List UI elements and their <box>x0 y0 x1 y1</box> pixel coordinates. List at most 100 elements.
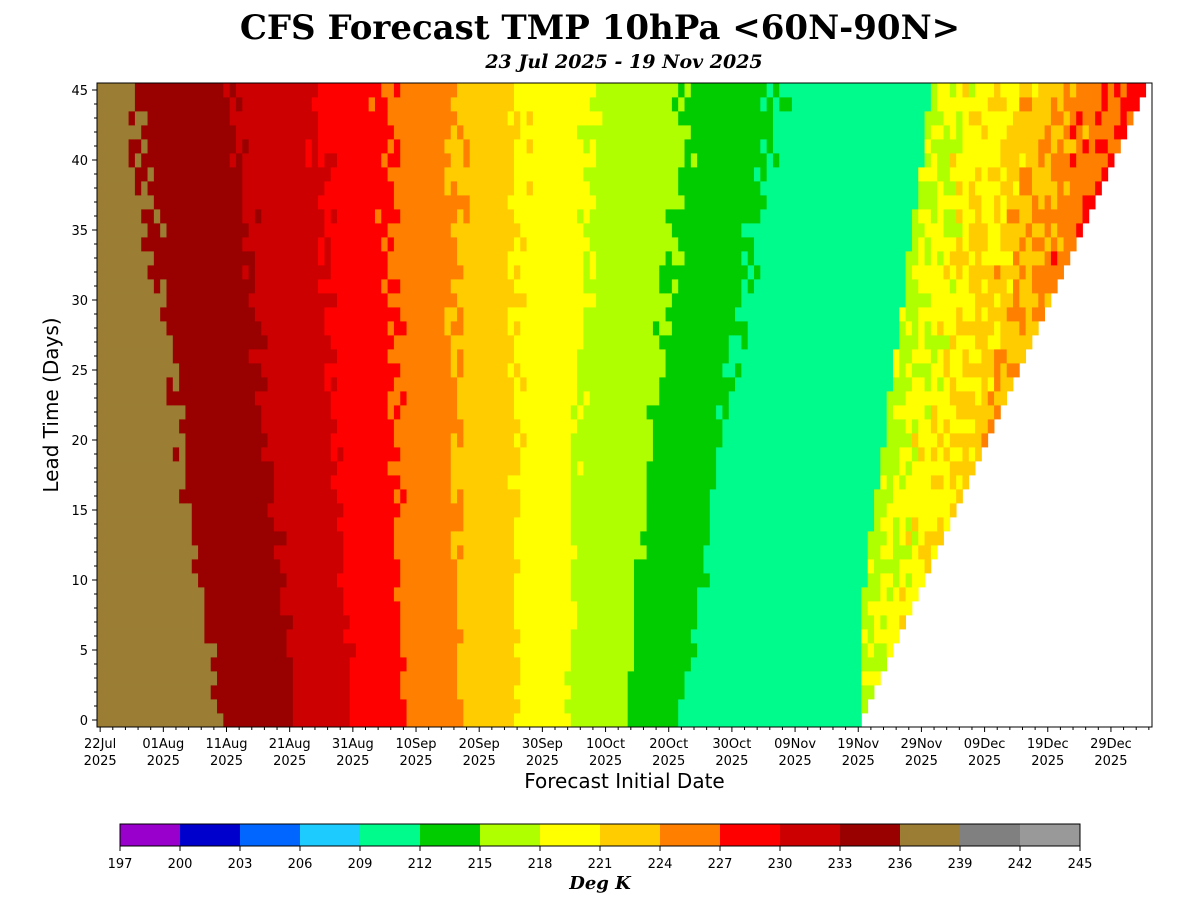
heatmap-cell <box>880 517 894 532</box>
heatmap-cell <box>975 335 989 350</box>
heatmap-cell <box>709 503 875 518</box>
heatmap-cell <box>1006 167 1020 182</box>
heatmap-cell <box>962 209 976 224</box>
heatmap-cell <box>1031 307 1046 322</box>
x-tick-label: 29Nov <box>900 737 942 752</box>
heatmap-cell <box>393 321 407 336</box>
heatmap-cell <box>318 153 325 168</box>
heatmap-cell <box>1107 83 1115 98</box>
heatmap-cell <box>589 265 597 280</box>
heatmap-cell <box>463 363 509 378</box>
heatmap-cell <box>905 419 913 434</box>
heatmap-cell <box>393 181 445 196</box>
heatmap-cell <box>1057 237 1064 252</box>
heatmap-cell <box>450 223 521 238</box>
heatmap-cell <box>97 153 129 168</box>
heatmap-cell <box>937 97 989 112</box>
heatmap-cell <box>520 111 527 126</box>
heatmap-cell <box>261 363 325 378</box>
x-tick-label: 01Aug <box>142 737 184 752</box>
heatmap-cell <box>153 167 243 182</box>
heatmap-cell <box>166 321 262 336</box>
heatmap-cell <box>924 111 944 126</box>
heatmap-cell <box>697 153 768 168</box>
heatmap-cell <box>1076 111 1083 126</box>
heatmap-cell <box>899 615 907 630</box>
x-tick-label-year: 2025 <box>84 754 117 769</box>
heatmap-cell <box>172 335 268 350</box>
heatmap-cell <box>665 349 730 364</box>
heatmap-cell <box>949 391 976 406</box>
heatmap-cell <box>1126 111 1134 126</box>
heatmap-cell <box>943 181 957 196</box>
heatmap-cell <box>627 685 685 700</box>
heatmap-cell <box>930 97 938 112</box>
heatmap-cell <box>867 573 881 588</box>
heatmap-cell <box>684 671 862 686</box>
heatmap-cell <box>166 223 250 238</box>
heatmap-cell <box>1120 111 1128 126</box>
heatmap-cell <box>577 461 584 476</box>
heatmap-cell <box>962 125 982 140</box>
heatmap-cell <box>273 489 338 504</box>
y-tick-label: 25 <box>71 364 88 379</box>
heatmap-cell <box>368 97 376 112</box>
heatmap-cell <box>943 419 951 434</box>
heatmap-cell <box>583 391 591 406</box>
heatmap-cell <box>930 545 938 560</box>
heatmap-cell <box>520 125 578 140</box>
heatmap-cell <box>703 559 869 574</box>
heatmap-cell <box>754 167 761 182</box>
heatmap-cell <box>400 573 458 588</box>
heatmap-cell <box>387 391 401 406</box>
heatmap-cell <box>128 111 136 126</box>
heatmap-cell <box>400 363 452 378</box>
heatmap-cell <box>513 209 578 224</box>
heatmap-cell <box>1013 181 1020 196</box>
heatmap-cell <box>589 181 679 196</box>
heatmap-cell <box>217 671 294 686</box>
heatmap-cell <box>318 195 395 210</box>
heatmap-cell <box>987 279 1008 294</box>
heatmap-cell <box>937 321 944 336</box>
heatmap-cell <box>97 699 218 714</box>
colorbar-tick-label: 206 <box>288 857 313 872</box>
heatmap-cell <box>880 573 894 588</box>
heatmap-cell <box>520 629 572 644</box>
heatmap-cell <box>975 83 995 98</box>
heatmap-cell <box>1063 181 1071 196</box>
heatmap-cell <box>393 195 471 210</box>
heatmap-cell <box>779 83 932 98</box>
heatmap-cell <box>937 153 951 168</box>
heatmap-cell <box>937 405 957 420</box>
heatmap-cell <box>911 447 919 462</box>
heatmap-cell <box>463 307 509 322</box>
heatmap-cell <box>949 167 976 182</box>
heatmap-cell <box>741 293 907 308</box>
heatmap-cell <box>97 349 174 364</box>
heatmap-cell <box>318 237 325 252</box>
heatmap-cell <box>596 195 685 210</box>
heatmap-cell <box>690 125 774 140</box>
heatmap-cell <box>457 671 521 686</box>
heatmap-cell <box>393 419 464 434</box>
heatmap-cell <box>924 405 932 420</box>
heatmap-cell <box>747 265 755 280</box>
heatmap-cell <box>229 153 237 168</box>
heatmap-cell <box>760 265 907 280</box>
colorbar-label: Deg K <box>568 873 632 894</box>
heatmap-cell <box>577 545 648 560</box>
heatmap-cell <box>242 97 313 112</box>
heatmap-cell <box>1069 153 1077 168</box>
heatmap-cell <box>596 153 685 168</box>
heatmap-cell <box>968 195 982 210</box>
heatmap-cell <box>937 419 944 434</box>
heatmap-cell <box>387 265 464 280</box>
heatmap-cell <box>520 489 572 504</box>
heatmap-cell <box>97 629 205 644</box>
heatmap-cell <box>633 573 711 588</box>
heatmap-cell <box>633 615 698 630</box>
heatmap-cell <box>892 363 900 378</box>
heatmap-cell <box>1019 293 1039 308</box>
heatmap-cell <box>223 713 294 728</box>
